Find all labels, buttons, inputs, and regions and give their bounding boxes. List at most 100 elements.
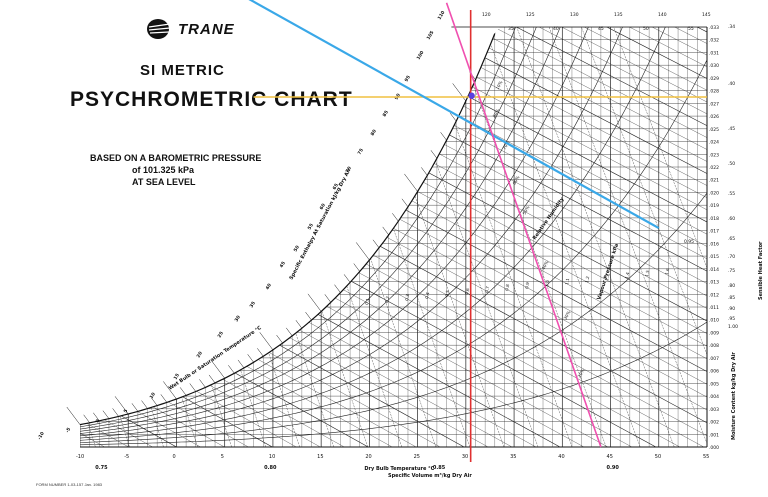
x-tick-label: 20 <box>365 454 371 460</box>
enthalpy-scale-tick <box>286 327 293 337</box>
enthalpy-scale-tick <box>324 294 331 303</box>
volume-tick-label: 0.80 <box>264 465 277 471</box>
enthalpy-scale-tick <box>295 320 303 329</box>
rh-mark: 40% <box>541 260 550 271</box>
pressure-note: BASED ON A BAROMETRIC PRESSURE of 101.32… <box>90 152 280 188</box>
shf-tick-label: .34 <box>728 24 735 30</box>
enthalpy-diagonal <box>446 27 707 447</box>
enthalpy-diagonal <box>80 27 105 447</box>
vapour-mark: 0.1 <box>364 297 370 305</box>
specific-volume-line <box>608 27 707 447</box>
top-enthalpy-tick: 120 <box>482 12 491 18</box>
shf-tick-label: .75 <box>728 268 735 274</box>
enthalpy-scale-tick <box>355 242 370 261</box>
x-tick-label: 5 <box>221 454 224 460</box>
trane-logo: TRANE <box>146 18 235 40</box>
x-tick-label: -5 <box>124 454 129 460</box>
enthalpy-diag-label: 10 <box>149 392 157 400</box>
enthalpy-diag-label: 45 <box>279 261 287 269</box>
shf-tick-label: .70 <box>728 254 735 260</box>
y-tick-label: .025 <box>709 127 719 133</box>
enthalpy-diagonal <box>80 27 153 447</box>
rh-mark: 60% <box>512 175 521 186</box>
enthalpy-diagonal <box>80 27 417 447</box>
enthalpy-diagonal <box>717 14 768 447</box>
enthalpy-diagonal <box>80 27 225 447</box>
y-tick-label: .008 <box>709 343 719 349</box>
enthalpy-diagonal <box>80 27 393 447</box>
volume-tick-label: 0.90 <box>607 465 620 471</box>
x-tick-label: 50 <box>655 454 661 460</box>
y-tick-label: .013 <box>709 280 719 286</box>
y-tick-label: .009 <box>709 330 719 336</box>
x-tick-label: 15 <box>317 454 323 460</box>
pink-shf-line <box>445 2 602 448</box>
enthalpy-scale-tick <box>237 359 245 369</box>
x-tick-label: 25 <box>414 454 420 460</box>
enthalpy-diagonal <box>80 27 201 447</box>
specific-volume-line <box>221 27 369 447</box>
shf-tick-label: 1.00 <box>728 324 738 330</box>
enthalpy-scale-tick <box>276 334 283 344</box>
y-tick-label: .003 <box>709 407 719 413</box>
enthalpy-diag-label: 30 <box>234 315 242 323</box>
enthalpy-diagonal <box>763 14 768 447</box>
shf-tick-label: .95 <box>728 316 735 322</box>
pressure-note-line1: BASED ON A BAROMETRIC PRESSURE <box>90 153 262 163</box>
x-tick-label: 10 <box>269 454 275 460</box>
enthalpy-scale-tick <box>343 274 351 283</box>
enthalpy-diag-label: 0 <box>95 418 102 424</box>
chart-title-line2: PSYCHROMETRIC CHART <box>70 88 353 111</box>
vapour-mark: 0.2 <box>384 295 390 303</box>
x-tick-label: 55 <box>703 454 709 460</box>
y-tick-label: .022 <box>709 165 719 171</box>
top-small-tick: 50 <box>643 26 649 32</box>
enthalpy-diag-label: 40 <box>265 283 273 291</box>
y-tick-label: .017 <box>709 229 719 235</box>
volume-tick-label: 0.85 <box>433 465 446 471</box>
enthalpy-diagonal <box>356 27 707 447</box>
specific-volume-line <box>188 27 334 447</box>
enthalpy-scale-tick <box>334 284 341 293</box>
chart-title-line1: SI METRIC <box>140 62 225 79</box>
enthalpy-scale-tick <box>150 397 158 406</box>
enthalpy-diag-label: 15 <box>173 373 181 381</box>
enthalpy-diagonal <box>80 27 81 447</box>
shf-tick-label: .60 <box>728 216 735 222</box>
enthalpy-diagonal <box>80 27 129 447</box>
shf-tick-label: .50 <box>728 161 735 167</box>
enthalpy-scale-tick <box>83 414 90 423</box>
enthalpy-scale-tick <box>247 354 254 363</box>
y-tick-label: .028 <box>709 89 719 95</box>
y-tick-label: .029 <box>709 76 719 82</box>
rh-mark: 70% <box>502 140 511 151</box>
specific-volume-line <box>382 27 539 447</box>
shf-point-label: 0.95 <box>684 239 694 245</box>
enthalpy-diagonal <box>80 27 177 447</box>
enthalpy-diag-label: 85 <box>382 110 390 118</box>
enthalpy-diag-label: 50 <box>293 245 301 253</box>
y-tick-label: .016 <box>709 241 719 247</box>
y2-axis-label: Sensible Heat Factor <box>758 241 764 300</box>
enthalpy-scale-tick <box>199 379 206 388</box>
vapour-mark: 0.7 <box>484 285 490 293</box>
enthalpy-diag-label: 80 <box>370 129 378 137</box>
enthalpy-diagonal <box>80 27 321 447</box>
top-enthalpy-tick: 130 <box>570 12 579 18</box>
enthalpy-scale-tick <box>114 396 129 415</box>
enthalpy-scale-tick <box>401 198 409 207</box>
rh-mark: 80% <box>492 108 501 119</box>
y-tick-label: .004 <box>709 394 719 400</box>
enthalpy-scale-tick <box>141 400 148 409</box>
enthalpy-diag-label: 105 <box>426 30 436 41</box>
top-small-tick: 35 <box>508 26 514 32</box>
top-enthalpy-tick: 125 <box>526 12 535 18</box>
y-tick-label: .014 <box>709 267 719 273</box>
enthalpy-diag-label: 5 <box>123 408 130 414</box>
brand-name: TRANE <box>178 20 235 38</box>
enthalpy-diagonal <box>740 14 768 447</box>
y-tick-label: .026 <box>709 114 719 120</box>
enthalpy-diagonal <box>559 27 707 447</box>
blue-process-line <box>248 0 660 230</box>
y-tick-label: .020 <box>709 190 719 196</box>
